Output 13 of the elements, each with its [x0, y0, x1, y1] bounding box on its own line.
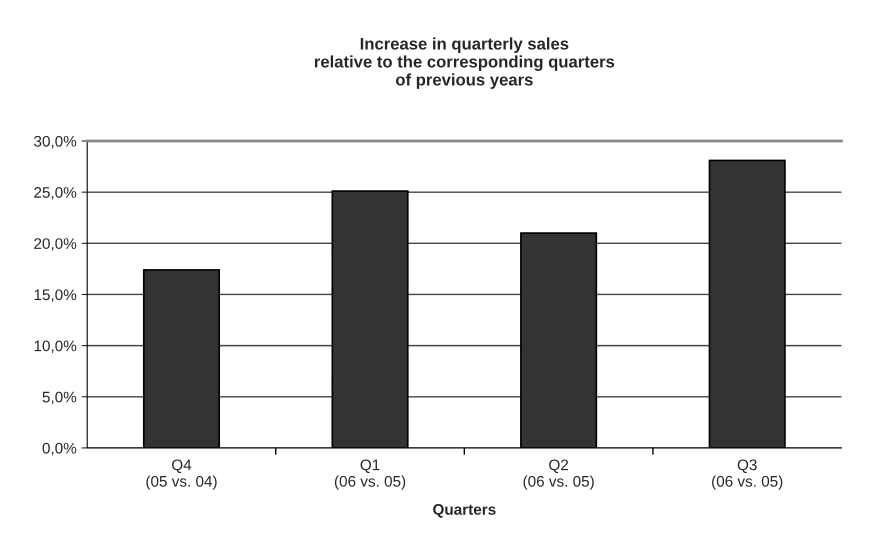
- x-axis-title: Quarters: [433, 504, 496, 518]
- y-tick-label: 25,0%: [34, 187, 76, 200]
- x-tick-label: Q1 (06 vs. 05): [334, 459, 406, 490]
- x-tick-label: Q2 (06 vs. 05): [523, 459, 594, 490]
- y-tick-label: 15,0%: [34, 289, 76, 302]
- y-tick-label: 10,0%: [34, 340, 76, 354]
- y-tick-label: 30,0%: [34, 136, 76, 149]
- y-tick-label: 0,0%: [42, 442, 76, 456]
- x-tick-label: Q3 (06 vs. 05): [712, 459, 782, 490]
- y-tick-label: 20,0%: [34, 238, 76, 251]
- chart-title: Increase in quarterly sales relative to the corresponding quarters of previous years: [314, 37, 614, 89]
- y-tick-label: 5,0%: [42, 392, 76, 404]
- x-tick-label: Q4 (05 vs. 04): [146, 459, 217, 490]
